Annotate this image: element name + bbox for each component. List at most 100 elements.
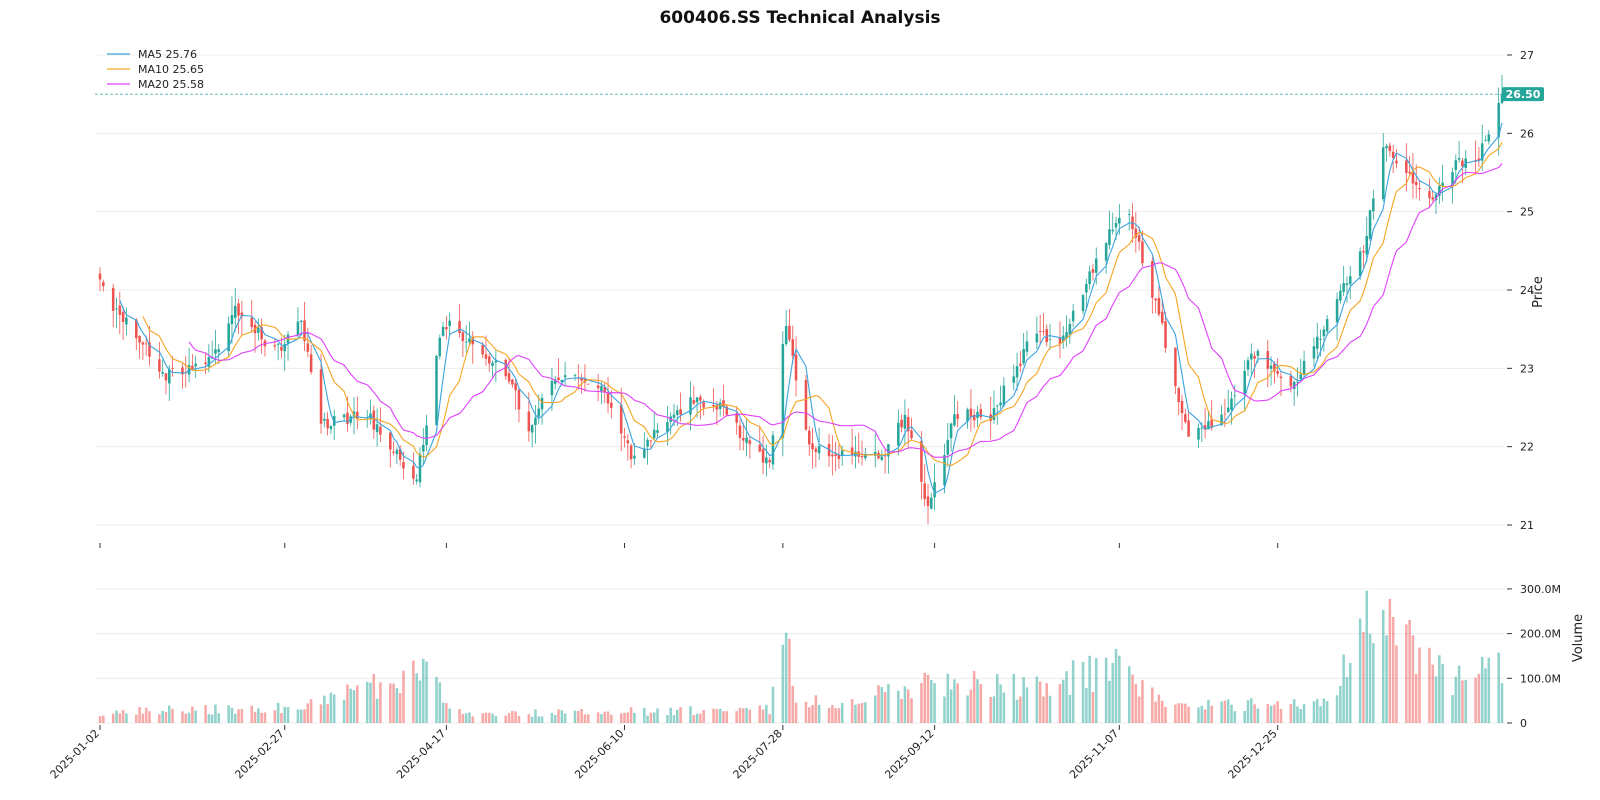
volume-bar xyxy=(296,709,300,723)
candle-body xyxy=(633,455,636,459)
volume-bar xyxy=(1131,674,1134,723)
volume-bar xyxy=(369,682,372,723)
candle-body xyxy=(933,482,936,498)
candle-body xyxy=(280,346,283,351)
volume-bar xyxy=(725,711,729,723)
candle-body xyxy=(860,455,864,458)
volume-bar xyxy=(214,704,217,723)
volume-bar xyxy=(596,712,600,723)
candle-body xyxy=(1104,243,1108,261)
volume-bar xyxy=(1312,701,1316,723)
last-price-badge: 26.50 xyxy=(1502,87,1544,102)
volume-bar xyxy=(372,674,376,723)
volume-bar xyxy=(1061,679,1065,723)
volume-bar xyxy=(233,713,237,723)
candle-body xyxy=(920,440,923,482)
volume-bar xyxy=(125,713,128,723)
candle-body xyxy=(689,397,692,415)
volume-bar xyxy=(817,704,821,723)
volume-bar xyxy=(1292,699,1296,723)
candle-body xyxy=(342,414,346,418)
candle-body xyxy=(1365,235,1369,255)
volume-bar xyxy=(735,711,738,723)
volume-bar xyxy=(168,705,171,723)
ma10-line xyxy=(142,141,1503,467)
price-tick-label: 22 xyxy=(1520,441,1534,454)
candle-body xyxy=(1002,385,1006,406)
volume-bar xyxy=(1480,656,1484,723)
volume-bar xyxy=(237,709,240,723)
volume-bar xyxy=(164,711,168,723)
candle-body xyxy=(1035,333,1039,343)
volume-bar xyxy=(837,708,841,723)
candle-body xyxy=(1081,295,1085,312)
candle-body xyxy=(1362,250,1365,253)
candle-body xyxy=(649,440,653,442)
volume-bar xyxy=(537,716,541,723)
volume-bar xyxy=(649,712,653,723)
volume-bar xyxy=(1315,699,1319,723)
volume-bar xyxy=(811,705,814,723)
candle-body xyxy=(817,445,821,454)
volume-bar xyxy=(141,713,145,723)
volume-bar xyxy=(900,698,903,723)
volume-bar xyxy=(514,711,517,723)
candle-body xyxy=(679,409,682,415)
candle-body xyxy=(1253,355,1256,359)
candle-body xyxy=(586,383,590,385)
volume-bar xyxy=(831,705,834,723)
candle-body xyxy=(233,306,237,318)
candle-body xyxy=(1127,214,1131,216)
volume-bar xyxy=(158,714,161,723)
candle-body xyxy=(372,410,376,430)
volume-bar xyxy=(468,712,471,723)
candle-body xyxy=(1157,297,1161,315)
volume-bar xyxy=(1342,654,1345,723)
volume-bar xyxy=(972,671,976,723)
volume-bar xyxy=(1048,695,1052,723)
volume-bar xyxy=(1002,692,1006,723)
volume-tick-label: 300.0M xyxy=(1520,583,1561,596)
date-tick-label: 2025-04-17 xyxy=(394,727,448,781)
candle-body xyxy=(1342,283,1345,292)
volume-tick-label: 0 xyxy=(1520,717,1527,730)
candle-body xyxy=(1022,349,1025,364)
candle-body xyxy=(831,454,834,457)
volume-bar xyxy=(1368,633,1372,723)
candle-body xyxy=(458,321,461,333)
candle-body xyxy=(171,368,174,369)
candle-body xyxy=(237,303,240,316)
candle-body xyxy=(1068,323,1072,335)
volume-bar xyxy=(1246,700,1250,723)
volume-bar xyxy=(1104,657,1108,723)
volume-bar xyxy=(840,703,844,723)
volume-bar xyxy=(629,707,633,723)
candle-body xyxy=(422,444,425,452)
volume-bar xyxy=(692,715,696,723)
candle-body xyxy=(537,408,541,417)
volume-bar xyxy=(1223,700,1227,723)
candle-body xyxy=(626,440,630,444)
candle-body xyxy=(1065,331,1068,339)
volume-bar xyxy=(375,698,379,723)
volume-bar xyxy=(560,710,564,723)
candle-body xyxy=(969,408,973,418)
volume-bar xyxy=(118,713,122,723)
candle-body xyxy=(438,337,442,357)
candle-body xyxy=(1339,290,1342,301)
candle-body xyxy=(402,461,405,469)
volume-bar xyxy=(1256,708,1260,723)
volume-bar xyxy=(464,713,468,723)
volume-bar xyxy=(306,703,310,723)
volume-bar xyxy=(1438,655,1441,723)
volume-bar xyxy=(910,698,913,723)
volume-bar xyxy=(1118,655,1121,723)
candle-body xyxy=(1266,351,1270,369)
volume-bar xyxy=(1405,624,1408,723)
volume-bar xyxy=(418,680,422,723)
volume-bars-layer xyxy=(98,590,1504,723)
volume-bar xyxy=(883,692,887,723)
candle-body xyxy=(837,454,841,460)
candle-body xyxy=(144,343,148,345)
volume-bar xyxy=(299,709,303,723)
